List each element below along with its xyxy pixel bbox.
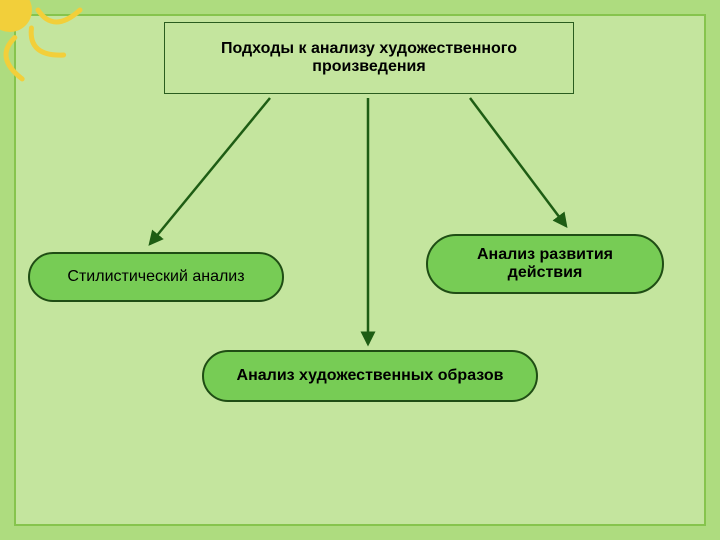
- bottom-node: Анализ художественных образов: [202, 350, 538, 402]
- root-node-line1: Подходы к анализу художественного: [221, 40, 517, 58]
- root-node: Подходы к анализу художественного произв…: [164, 22, 574, 94]
- right-node-line1: Анализ развития: [477, 246, 613, 264]
- left-node: Стилистический анализ: [28, 252, 284, 302]
- right-node-line2: действия: [477, 264, 613, 282]
- left-node-line1: Стилистический анализ: [67, 268, 244, 286]
- sun-icon: [0, 0, 90, 90]
- right-node: Анализ развития действия: [426, 234, 664, 294]
- root-node-line2: произведения: [221, 58, 517, 76]
- bottom-node-line1: Анализ художественных образов: [237, 367, 504, 385]
